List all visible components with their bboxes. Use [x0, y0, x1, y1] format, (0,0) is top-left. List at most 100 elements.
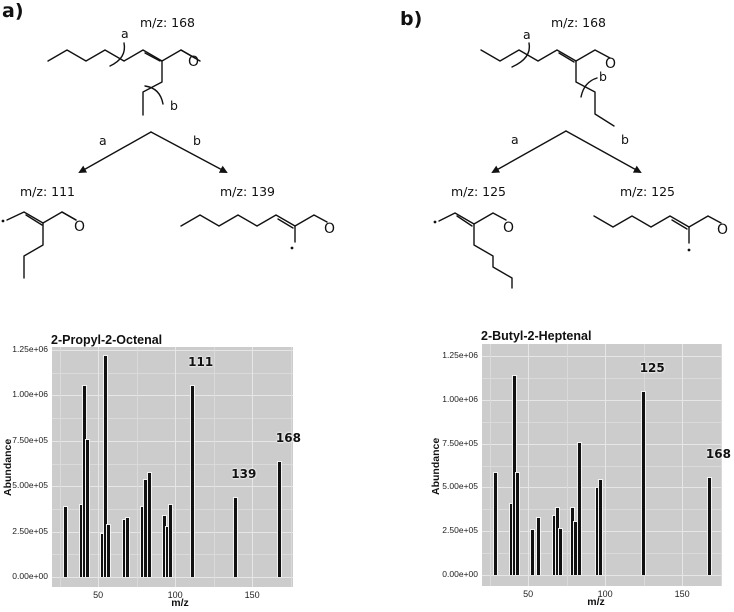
- panel-b-label: b): [400, 8, 423, 30]
- svg-text:O: O: [605, 56, 616, 72]
- bar-mz-111: [189, 384, 195, 577]
- gridline: [528, 344, 530, 586]
- bar-mz-71: [558, 527, 564, 575]
- gridline: [605, 344, 607, 586]
- bar-mz-57: [536, 517, 542, 575]
- x-tick-label: 50: [523, 589, 534, 599]
- panel-a-cleavage-a-label: a: [121, 26, 129, 41]
- bar-mz-53: [530, 529, 536, 575]
- gridline: [482, 356, 722, 357]
- chart-b-xlabel: m/z: [587, 596, 605, 608]
- gridline: [290, 347, 292, 587]
- gridline: [52, 577, 293, 578]
- panel-b-cleavage-b-label: b: [599, 69, 607, 84]
- chart-b-plot-area: 125 168: [482, 344, 731, 586]
- bar-mz-139: [232, 497, 238, 577]
- x-tick-label: 150: [244, 590, 260, 600]
- panel-b-arrow-a-label: a: [511, 132, 519, 147]
- bar-mz-69: [124, 517, 130, 577]
- bar-mz-83: [576, 441, 582, 575]
- chart-a: 2-Propyl-2-Octenal 111 139 168 Abundance m…: [0, 320, 330, 612]
- svg-text:O: O: [503, 220, 514, 236]
- chart-b: 2-Butyl-2-Heptenal 125 168 Abundance m/z …: [390, 320, 734, 612]
- chart-a-plot-area: 111 139 168: [52, 347, 301, 587]
- bar-mz-57: [106, 524, 112, 577]
- bar-mz-97: [168, 504, 174, 577]
- gridline: [136, 347, 138, 587]
- peak-label-125: 125: [639, 361, 665, 376]
- panel-b-fragment-a-mz: m/z: 125: [451, 184, 506, 199]
- peak-label-139: 139: [231, 467, 257, 482]
- gridline: [489, 344, 491, 586]
- gridline: [482, 421, 722, 423]
- panel-a-parent-mz: m/z: 168: [140, 15, 195, 30]
- bar-mz-55: [103, 355, 109, 577]
- y-tick-label: 5.00e+05: [12, 480, 48, 491]
- peak-label-168: 168: [705, 446, 731, 461]
- y-tick-label: 2.50e+05: [442, 525, 478, 536]
- gridline: [482, 465, 722, 467]
- bar-mz-168: [277, 460, 283, 577]
- svg-text:O: O: [717, 222, 728, 238]
- bar-mz-97: [598, 478, 604, 575]
- gridline: [59, 347, 61, 587]
- gridline: [52, 350, 293, 351]
- chart-b-title: 2-Butyl-2-Heptenal: [481, 329, 592, 343]
- gridline: [52, 440, 293, 442]
- bar-mz-43: [514, 471, 520, 575]
- y-tick-label: 5.00e+05: [442, 481, 478, 492]
- panel-a-fragment-b-structure: [180, 214, 328, 243]
- x-tick-label: 150: [674, 589, 690, 599]
- bar-mz-168: [707, 476, 713, 575]
- gridline: [566, 344, 568, 586]
- gridline: [482, 377, 722, 379]
- gridline: [175, 347, 177, 587]
- x-tick-label: 50: [93, 590, 104, 600]
- panel-b-fragment-a-structure: [438, 212, 513, 289]
- panel-a-fragment-b-mz: m/z: 139: [220, 184, 275, 199]
- gridline: [52, 463, 293, 465]
- y-tick-label: 1.25e+06: [442, 350, 478, 360]
- svg-text:O: O: [324, 221, 335, 237]
- y-tick-label: 0.00e+00: [12, 571, 48, 581]
- y-tick-label: 2.50e+05: [12, 525, 48, 536]
- gridline: [52, 486, 293, 488]
- panel-a-cleavage-b-label: b: [170, 98, 178, 113]
- panel-b-fragment-b-structure: [593, 215, 722, 244]
- bar-mz-83: [146, 471, 152, 577]
- panel-a-parent-structure: [47, 42, 201, 116]
- bar-mz-29: [493, 471, 499, 575]
- gridline: [52, 418, 293, 420]
- panel-b-arrow-b-label: b: [621, 132, 629, 147]
- panel-b-fragment-b-mz: m/z: 125: [620, 184, 675, 199]
- bar-mz-125: [641, 391, 647, 575]
- peak-label-111: 111: [188, 354, 214, 369]
- chart-a-title: 2-Propyl-2-Octenal: [51, 333, 163, 347]
- svg-text:O: O: [74, 219, 85, 235]
- panel-a-arrow-b-label: b: [193, 133, 201, 148]
- panel-a-label: a): [2, 0, 24, 22]
- gridline: [482, 575, 722, 576]
- x-tick-label: 100: [167, 590, 183, 600]
- chart-a-xlabel: m/z: [171, 597, 189, 609]
- y-tick-label: 1.00e+06: [12, 389, 48, 400]
- gridline: [720, 344, 722, 586]
- gridline: [682, 344, 684, 586]
- gridline: [482, 443, 722, 445]
- peak-label-168: 168: [275, 430, 301, 445]
- bar-mz-43: [84, 438, 90, 577]
- gridline: [98, 347, 100, 587]
- y-tick-label: 7.50e+05: [12, 434, 48, 445]
- y-tick-label: 1.00e+06: [442, 393, 478, 404]
- x-tick-label: 100: [597, 589, 613, 599]
- gridline: [52, 372, 293, 374]
- gridline: [482, 399, 722, 401]
- oxygen-atom: O: [188, 54, 199, 70]
- gridline: [252, 347, 254, 587]
- panel-b-parent-mz: m/z: 168: [551, 15, 606, 30]
- y-tick-label: 7.50e+05: [442, 437, 478, 448]
- panel-a-fragment-a-mz: m/z: 111: [20, 184, 75, 199]
- reaction-scheme: O O O O: [1, 42, 728, 289]
- panel-b-parent-structure: [480, 42, 615, 127]
- panel-a-fragment-a-structure: [6, 211, 77, 279]
